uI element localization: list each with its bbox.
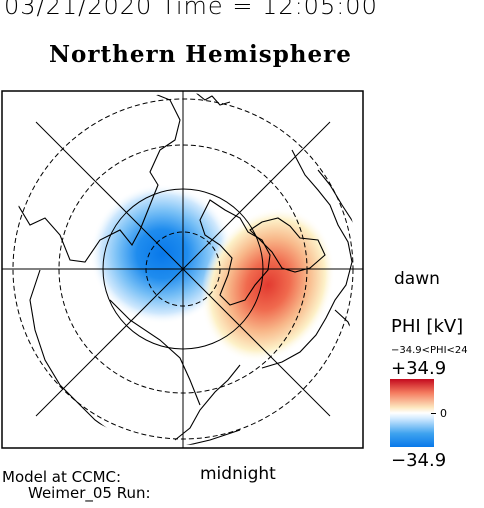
midnight-label: midnight [200, 464, 276, 484]
legend-min-label: −34.9 [391, 450, 447, 471]
negative-potential-cell [90, 184, 234, 324]
legend-range-text: −34.9<PHI<24 [391, 346, 468, 356]
meridian-lines [2, 91, 363, 448]
legend-max-label: +34.9 [391, 358, 447, 379]
colorbar-zero-tick [431, 413, 436, 414]
dawn-label: dawn [394, 269, 440, 289]
legend-title: PHI [kV] [391, 316, 464, 337]
model-info-line1: Model at CCMC: [2, 468, 122, 486]
map-title: Northern Hemisphere [49, 41, 352, 68]
datetime-header: 03/21/2020 Time = 12:05:00 [4, 0, 378, 20]
map-frame [1, 90, 364, 449]
colorbar [390, 379, 434, 447]
legend-zero-label: 0 [440, 407, 447, 420]
positive-potential-cell [200, 207, 336, 363]
model-info-line2: Weimer_05 Run: [28, 484, 151, 502]
